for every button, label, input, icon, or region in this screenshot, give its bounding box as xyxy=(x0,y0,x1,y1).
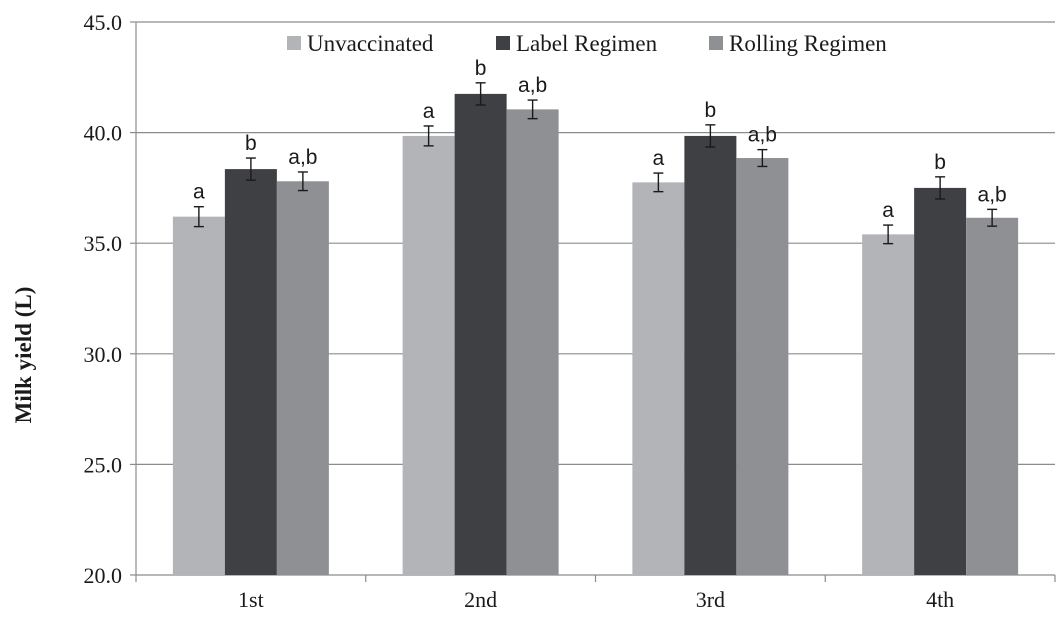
error-bars xyxy=(193,82,998,245)
bar xyxy=(736,158,789,575)
bar xyxy=(172,216,225,575)
significance-label: a xyxy=(653,147,665,170)
bar xyxy=(506,109,559,576)
bar xyxy=(966,217,1019,575)
y-tick-label: 30.0 xyxy=(84,342,123,367)
significance-label: b xyxy=(934,151,946,174)
significance-label: a,b xyxy=(518,74,547,97)
y-tick-label: 40.0 xyxy=(84,121,123,146)
significance-label: a,b xyxy=(288,146,317,169)
tick-labels: 20.0 25.0 30.0 35.0 40.0 45.0 1st 2nd 3rd 4th xyxy=(84,10,955,612)
significance-label: a,b xyxy=(748,124,777,147)
legend-label: Label Regimen xyxy=(516,31,658,56)
legend: Unvaccinated Label Regimen Rolling Regimen xyxy=(287,31,887,56)
bars xyxy=(172,93,1019,576)
bar xyxy=(224,169,277,575)
legend-label: Rolling Regimen xyxy=(729,31,887,56)
bar xyxy=(402,135,455,575)
significance-label: b xyxy=(245,132,257,155)
significance-label: a xyxy=(193,181,205,204)
bar xyxy=(684,135,737,575)
y-tick-label: 20.0 xyxy=(84,563,123,588)
bar xyxy=(632,182,685,575)
significance-labels: a b a,b a b a,b a b a,b a b a,b xyxy=(193,57,1007,222)
bar xyxy=(454,93,507,575)
y-tick-label: 45.0 xyxy=(84,10,123,35)
legend-swatch xyxy=(496,36,510,50)
x-tick-label: 1st xyxy=(238,587,264,612)
y-tick-label: 35.0 xyxy=(84,231,123,256)
x-tick-label: 2nd xyxy=(464,587,497,612)
legend-label: Unvaccinated xyxy=(307,31,434,56)
bar xyxy=(914,187,967,575)
x-tick-label: 4th xyxy=(926,587,954,612)
significance-label: b xyxy=(705,99,717,122)
significance-label: a xyxy=(423,100,435,123)
significance-label: a xyxy=(882,199,894,222)
legend-swatch xyxy=(287,36,301,50)
y-axis-label: Milk yield (L) xyxy=(11,287,36,424)
x-tick-label: 3rd xyxy=(696,587,725,612)
y-tick-label: 25.0 xyxy=(84,452,123,477)
significance-label: a,b xyxy=(978,183,1007,206)
significance-label: b xyxy=(475,57,487,80)
legend-swatch xyxy=(709,36,723,50)
bar xyxy=(276,181,329,575)
bar xyxy=(862,234,915,576)
